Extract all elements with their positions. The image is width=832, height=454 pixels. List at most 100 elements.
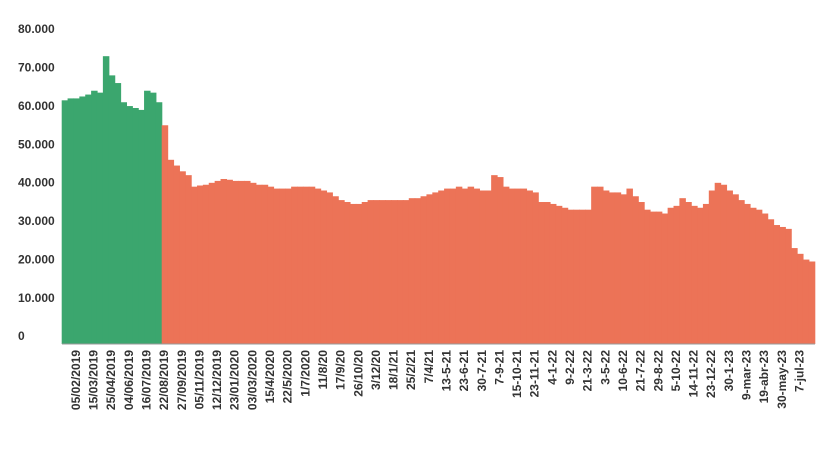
bar [702,203,710,344]
bar [108,75,116,344]
bar [432,192,439,344]
x-tick-label: 30-7-21 [475,350,489,392]
x-tick-label: 22/5/2020 [281,350,295,404]
bar [173,165,180,344]
bar [614,192,622,344]
x-tick-label: 16/07/2019 [139,350,153,410]
bar [79,96,86,344]
bar [179,171,186,344]
bar [508,188,516,344]
bar [144,90,151,344]
bar [202,184,210,344]
bar [361,202,369,344]
bar [161,125,169,344]
bar [644,209,651,344]
bar [767,219,775,344]
x-tick-label: 22/08/2019 [157,350,171,410]
y-tick-label: 0 [18,329,25,343]
x-tick-label: 7-9-21 [492,350,506,385]
bar [220,178,228,344]
x-tick-label: 3/12/20 [369,350,383,390]
bar [155,102,163,344]
bar [291,186,298,344]
x-tick-label: 9-2-22 [563,350,577,385]
bar [667,207,675,344]
bar [638,202,645,344]
bar [661,213,669,344]
bar [555,205,563,344]
bar [738,200,745,344]
bar [808,261,816,344]
bar [408,198,416,344]
bar [726,190,733,344]
bar [732,194,739,344]
bar [114,83,122,345]
x-tick-label: 11/8/20 [316,350,330,390]
bar [755,209,763,344]
x-tick-label: 04/06/2019 [122,350,136,410]
bar [273,188,280,344]
bar [567,209,575,344]
x-tick-label: 27/09/2019 [175,350,189,410]
bar [185,175,192,344]
bar [73,98,80,345]
bar [267,186,275,344]
bar [744,203,751,344]
bar [302,186,310,344]
bar [344,202,351,344]
x-tick-label: 10-6-22 [616,350,630,392]
bar [285,188,292,344]
x-tick-label: 30-1-23 [722,350,736,392]
bar [602,190,610,344]
bar [261,184,269,344]
x-tick-label: 15/4/2020 [263,350,277,404]
x-tick-label: 12/12/2019 [210,350,224,410]
bar [632,196,639,344]
bar [502,186,510,344]
bar [379,200,386,344]
bar [720,184,728,344]
bar [449,188,457,344]
y-tick-label: 40.000 [18,176,55,190]
bar [167,159,175,344]
bar [620,194,628,344]
bar [373,200,380,344]
bar [491,175,498,344]
bar [102,56,110,344]
bar [761,213,769,344]
bar [679,198,686,344]
bar [85,94,92,344]
bar [414,198,422,344]
bar [779,226,786,344]
bar [67,98,75,345]
bar [691,205,698,344]
bar [255,184,263,344]
bar [314,188,322,344]
x-tick-label: 1/7/2020 [298,350,312,397]
bar [479,190,486,344]
bar [549,203,557,344]
x-tick-label: 23/01/2020 [228,350,242,410]
bar [402,200,410,344]
bar [591,186,598,344]
bar [791,248,798,344]
y-tick-label: 60.000 [18,99,55,113]
x-tick-label: 23-11-21 [528,350,542,398]
bar [608,192,616,344]
bar [773,225,781,344]
bar [238,180,245,344]
x-tick-label: 25/04/2019 [104,350,118,410]
x-tick-label: 5-10-22 [669,350,683,392]
bar [191,186,198,344]
bar [461,188,469,344]
bar [426,194,433,344]
bar [455,186,463,344]
bar [708,190,716,344]
bar [332,196,339,344]
bar [526,190,533,344]
bar [367,200,375,344]
x-tick-label: 9-mar-23 [740,350,754,400]
x-tick-label: 19-abr-23 [757,350,771,404]
y-tick-label: 20.000 [18,252,55,266]
bar [232,180,239,344]
